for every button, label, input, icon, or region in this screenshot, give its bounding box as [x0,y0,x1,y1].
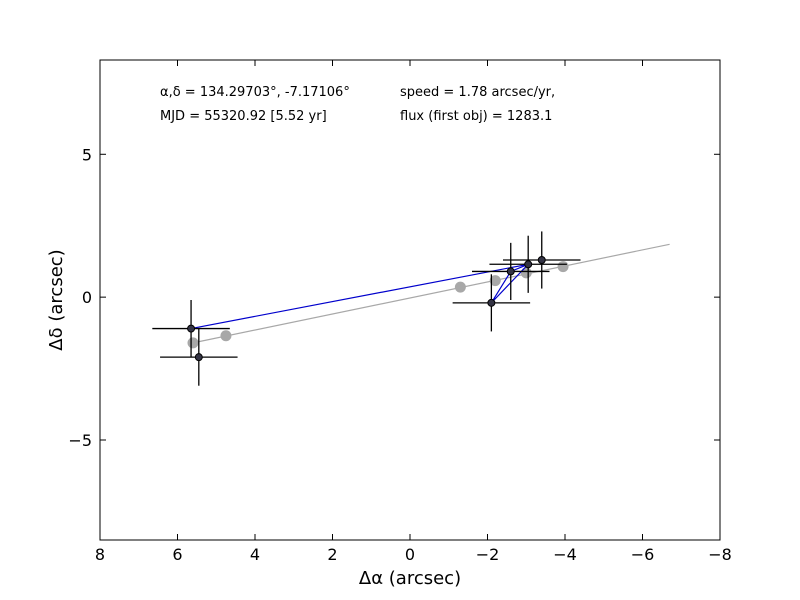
observations-layer [152,231,581,386]
model-point [454,281,466,293]
model-point [489,275,501,287]
model-point [520,267,532,279]
observation-point [487,298,496,307]
y-tick-label: −5 [68,431,92,450]
model-line [192,243,670,344]
model-point [187,337,199,349]
y-tick-label: 5 [82,145,92,164]
x-tick-label: −8 [708,545,732,564]
observed-path-layer [190,263,529,330]
x-tick-label: −4 [553,545,577,564]
y-tick-label: 0 [82,288,92,307]
observation-point [194,353,203,362]
mjd-annotation: MJD = 55320.92 [5.52 yr] [160,109,327,124]
model-point [220,330,232,342]
x-tick-label: 8 [95,545,105,564]
coords-annotation: α,δ = 134.29703°, -7.17106° [160,85,350,100]
observation-point [537,256,546,264]
observation-point [187,324,196,333]
x-tick-label: 4 [250,545,260,564]
model-layer [187,243,670,349]
ticks-layer: 8 6 4 2 0 −2 −4 −6 −8 5 0 −5 [68,60,732,564]
observation-point [506,267,515,276]
speed-annotation: speed = 1.78 arcsec/yr, [400,85,555,100]
x-tick-label: 6 [172,545,182,564]
x-tick-label: −2 [476,545,500,564]
x-tick-label: 2 [327,545,337,564]
x-tick-label: 0 [405,545,415,564]
y-axis-label: Δδ (arcsec) [46,249,67,350]
x-tick-label: −6 [631,545,655,564]
flux-annotation: flux (first obj) = 1283.1 [400,109,552,124]
x-axis-label: Δα (arcsec) [359,568,461,589]
model-point [557,261,569,273]
plot-frame [99,59,721,541]
observation-point [524,260,533,269]
observed-path-line [190,263,529,330]
